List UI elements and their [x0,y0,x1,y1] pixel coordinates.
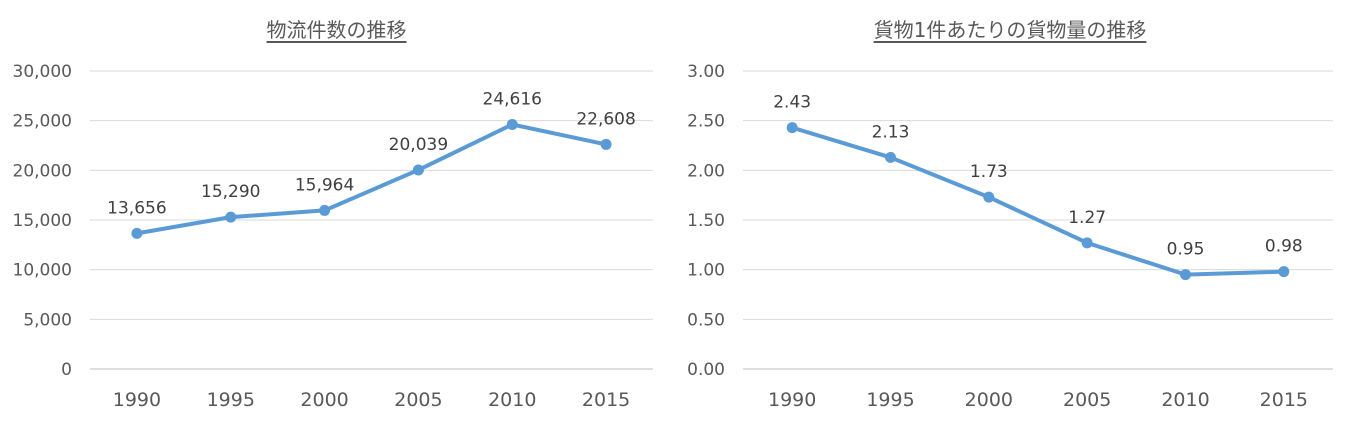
data-label: 2.43 [773,93,811,113]
chart-title: 貨物1件あたりの貨物量の推移 [873,18,1147,42]
x-tick-label: 1990 [768,389,816,411]
x-tick-label: 2010 [1161,389,1209,411]
y-tick-label: 5,000 [23,310,72,330]
x-tick-label: 2000 [965,389,1013,411]
data-point [131,227,143,239]
data-point [983,191,995,203]
logistics-count-chart-panel: 物流件数の推移 0 5,000 10,000 15,000 20,000 25,000 30… [0,0,673,424]
y-tick-label: 0.50 [687,310,725,330]
y-tick-label: 20,000 [13,161,72,181]
x-tick-label: 1995 [866,389,914,411]
x-tick-label: 2015 [582,389,630,411]
series-line [134,122,609,236]
data-label: 0.95 [1167,240,1205,260]
y-tick-label: 10,000 [13,261,72,281]
data-label: 15,290 [201,182,260,202]
y-tick-label: 1.00 [687,261,725,281]
y-tick-label: 0 [61,360,72,380]
data-label: 0.98 [1265,237,1303,257]
logistics-count-line-chart: 0 5,000 10,000 15,000 20,000 25,000 30,000 1990… [13,62,653,411]
y-tick-label: 30,000 [13,62,72,82]
data-point [600,138,612,150]
data-point [225,211,237,223]
y-tick-label: 3.00 [687,62,725,82]
data-point [786,122,798,134]
series-line [790,125,1286,277]
x-tick-label: 2015 [1260,389,1308,411]
data-label: 22,608 [576,109,635,129]
data-label: 20,039 [389,135,448,155]
y-tick-label: 1.50 [687,211,725,231]
x-tick-label: 2005 [394,389,442,411]
y-tick-label: 2.00 [687,161,725,181]
x-tick-label: 2005 [1063,389,1111,411]
y-tick-label: 25,000 [13,112,72,132]
data-label: 15,964 [295,175,354,195]
data-point [1278,266,1290,278]
volume-per-shipment-line-chart: 0.00 0.50 1.00 1.50 2.00 2.50 3.00 1990 1995 2000… [687,62,1333,411]
data-point [885,151,896,163]
data-label: 24,616 [483,89,542,109]
x-tick-label: 2010 [488,389,536,411]
chart-title: 物流件数の推移 [266,18,407,42]
y-tick-label: 15,000 [13,211,72,231]
y-tick-label: 2.50 [687,112,725,132]
data-label: 13,656 [107,198,166,218]
volume-per-shipment-chart-panel: 貨物1件あたりの貨物量の推移 0.00 0.50 1.00 1.50 2.00 2.50 3… [673,0,1347,424]
x-tick-label: 1990 [113,389,161,411]
x-tick-label: 2000 [300,389,348,411]
data-point [506,118,518,130]
data-label: 2.13 [872,122,910,142]
x-tick-label: 1995 [207,389,255,411]
y-tick-label: 0.00 [687,360,725,380]
data-point [319,204,331,216]
data-label: 1.27 [1068,208,1106,228]
data-point [1180,269,1191,281]
data-point [1081,237,1093,249]
data-label: 1.73 [970,162,1008,182]
data-point [412,164,424,176]
